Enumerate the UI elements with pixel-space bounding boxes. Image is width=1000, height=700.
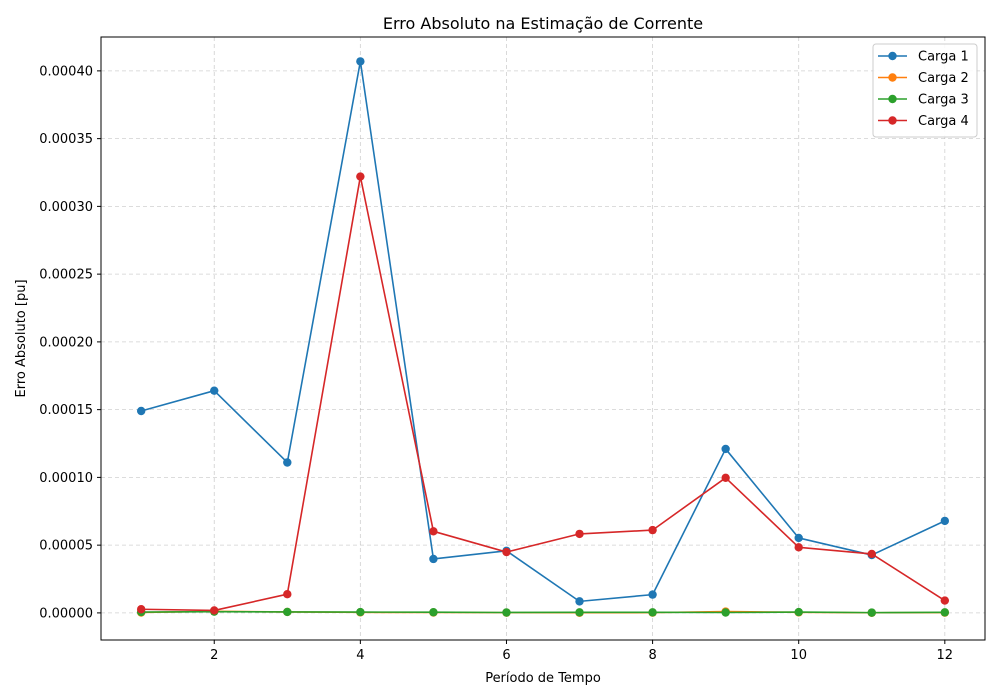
grid bbox=[101, 37, 985, 640]
data-point bbox=[648, 608, 657, 617]
chart-title: Erro Absoluto na Estimação de Corrente bbox=[383, 14, 703, 33]
legend-label: Carga 1 bbox=[918, 50, 969, 65]
data-point bbox=[648, 525, 657, 535]
data-point bbox=[429, 608, 438, 617]
y-tick-label: 0.00000 bbox=[39, 606, 93, 621]
data-point bbox=[575, 529, 584, 539]
plot-frame bbox=[100, 36, 986, 641]
series-4 bbox=[136, 172, 950, 615]
data-point bbox=[136, 605, 146, 614]
data-point bbox=[940, 596, 950, 605]
series-line bbox=[141, 175, 946, 612]
legend-item: Carga 3 bbox=[878, 93, 969, 108]
data-point bbox=[502, 547, 511, 557]
y-tick-label: 0.00030 bbox=[39, 200, 93, 215]
ticks: 2 4 6 8 10 12 0.00000 0.00005 0.00010 0.00015 0.00… bbox=[39, 64, 953, 663]
data-point bbox=[940, 608, 950, 617]
series-3 bbox=[136, 607, 950, 617]
y-tick-label: 0.00025 bbox=[39, 268, 93, 283]
series-1 bbox=[136, 57, 950, 606]
x-axis-title: Período de Tempo bbox=[485, 671, 601, 686]
data-point bbox=[210, 386, 219, 395]
y-tick-label: 0.00040 bbox=[39, 64, 93, 79]
data-point bbox=[429, 554, 438, 564]
y-tick-label: 0.00020 bbox=[39, 335, 93, 350]
legend-label: Carga 3 bbox=[918, 93, 969, 108]
series-line bbox=[141, 610, 945, 614]
legend-item: Carga 4 bbox=[878, 114, 969, 129]
legend-marker bbox=[888, 51, 897, 61]
data-point bbox=[721, 473, 730, 482]
x-tick-label: 2 bbox=[210, 648, 218, 663]
legend-label: Carga 4 bbox=[918, 114, 969, 129]
legend-marker bbox=[888, 94, 897, 104]
data-point bbox=[283, 589, 292, 599]
data-point bbox=[356, 172, 365, 181]
y-tick-label: 0.00005 bbox=[39, 539, 93, 554]
data-point bbox=[867, 549, 876, 559]
data-point bbox=[721, 608, 730, 617]
legend-marker bbox=[888, 73, 897, 82]
data-point bbox=[356, 607, 365, 617]
data-point bbox=[940, 516, 950, 526]
x-tick-label: 8 bbox=[648, 648, 656, 663]
x-tick-label: 6 bbox=[502, 648, 510, 663]
legend-item: Carga 1 bbox=[878, 50, 969, 65]
data-point bbox=[210, 606, 219, 615]
y-tick-label: 0.00035 bbox=[39, 132, 93, 147]
data-point bbox=[794, 533, 803, 543]
data-point bbox=[648, 590, 657, 599]
legend-label: Carga 2 bbox=[918, 71, 969, 86]
x-tick-label: 10 bbox=[790, 648, 807, 663]
series-line bbox=[140, 60, 946, 603]
data-point bbox=[794, 543, 803, 552]
legend: Carga 1 Carga 2 Carga 3 Carga 4 bbox=[872, 43, 978, 138]
data-point bbox=[575, 608, 584, 617]
data-point bbox=[356, 57, 365, 66]
y-tick-label: 0.00015 bbox=[39, 403, 93, 418]
data-point bbox=[502, 608, 511, 617]
data-point bbox=[721, 444, 730, 454]
y-tick-label: 0.00010 bbox=[39, 471, 93, 486]
data-point bbox=[136, 406, 146, 416]
data-point bbox=[429, 527, 438, 536]
x-tick-label: 12 bbox=[937, 648, 954, 663]
data-point bbox=[867, 608, 876, 617]
data-point bbox=[575, 597, 584, 606]
legend-box bbox=[872, 43, 978, 138]
series-layer bbox=[136, 57, 950, 617]
legend-marker bbox=[888, 116, 897, 125]
x-tick-label: 4 bbox=[356, 648, 364, 663]
data-point bbox=[794, 607, 803, 617]
y-axis-title: Erro Absoluto [pu] bbox=[14, 279, 29, 397]
legend-item: Carga 2 bbox=[878, 71, 969, 86]
data-point bbox=[283, 607, 292, 617]
data-point bbox=[283, 458, 292, 467]
